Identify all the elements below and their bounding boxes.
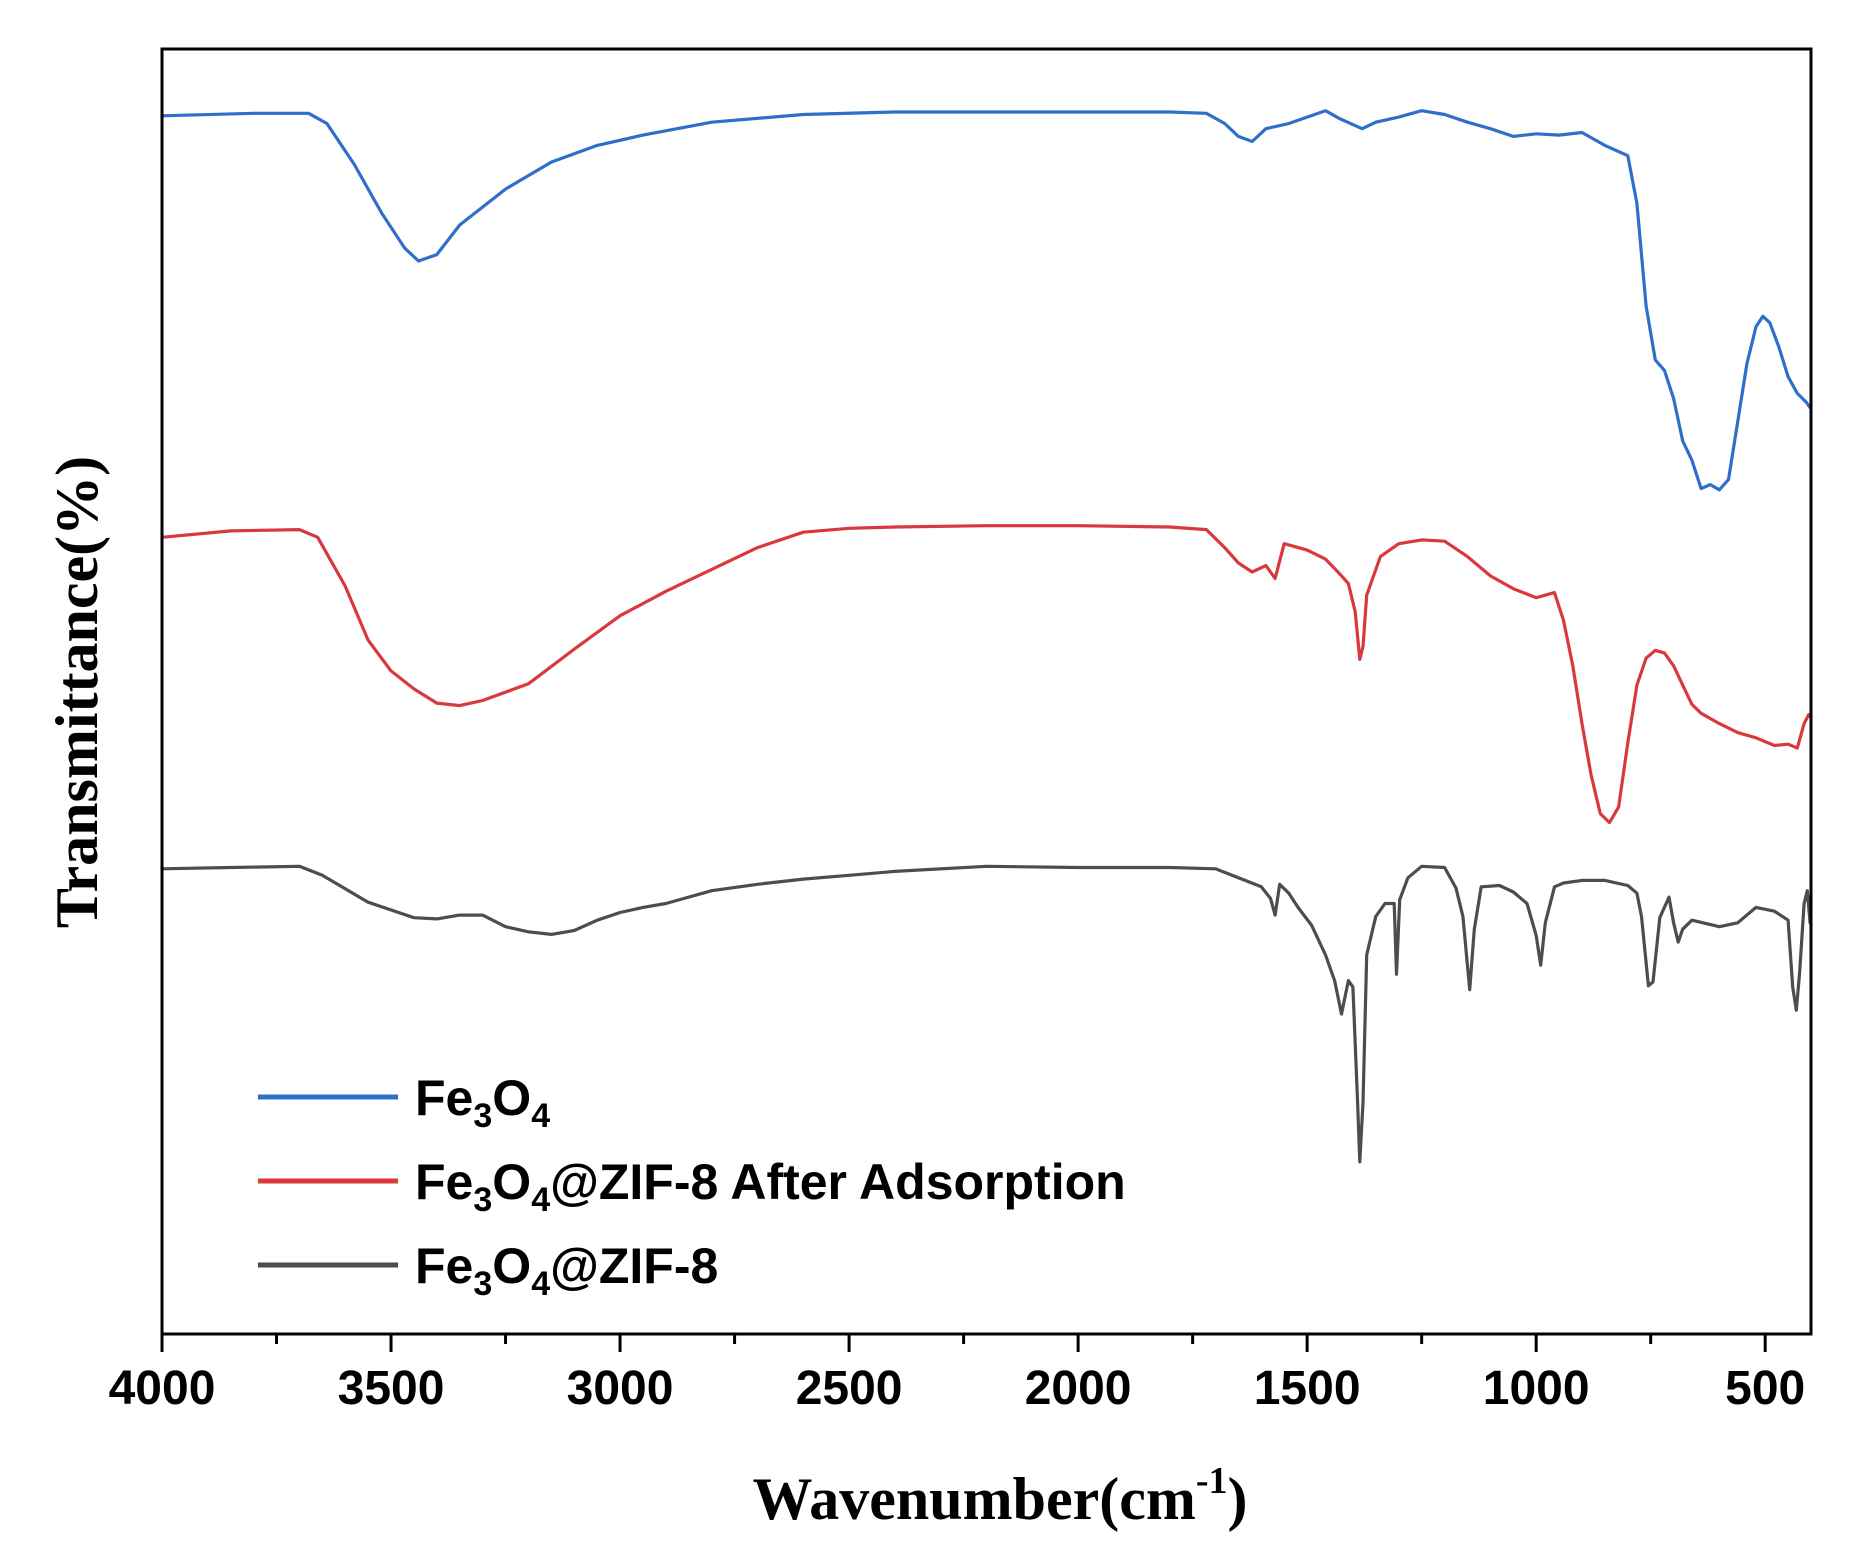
- x-tick-label: 3500: [338, 1362, 445, 1415]
- x-tick-label: 4000: [109, 1362, 216, 1415]
- y-axis-title: Transmittance(%): [44, 456, 110, 928]
- legend-label-2: Fe3O4@ZIF-8: [415, 1238, 718, 1303]
- x-axis: 4000 3500 3000 2500 2000 1500 1000 500: [109, 1334, 1805, 1415]
- series-line-2: [160, 864, 1813, 1164]
- x-tick-label: 2000: [1025, 1362, 1132, 1415]
- x-axis-title: Wavenumber(cm-1): [753, 1460, 1248, 1532]
- x-tick-label: 3000: [567, 1362, 674, 1415]
- x-tick-label: 1000: [1483, 1362, 1590, 1415]
- series-layer: [160, 109, 1813, 1164]
- x-tick-label: 2500: [796, 1362, 903, 1415]
- series-line-0: [160, 109, 1813, 492]
- legend-label-1: Fe3O4@ZIF-8 After Adsorption: [415, 1154, 1126, 1219]
- series-line-1: [160, 524, 1813, 825]
- legend: Fe3O4 Fe3O4@ZIF-8 After Adsorption Fe3O4@Z…: [258, 1070, 1126, 1303]
- plot-frame: [160, 47, 1813, 1336]
- x-tick-label: 1500: [1254, 1362, 1361, 1415]
- legend-label-0: Fe3O4: [415, 1070, 550, 1135]
- x-tick-label: 500: [1725, 1362, 1805, 1415]
